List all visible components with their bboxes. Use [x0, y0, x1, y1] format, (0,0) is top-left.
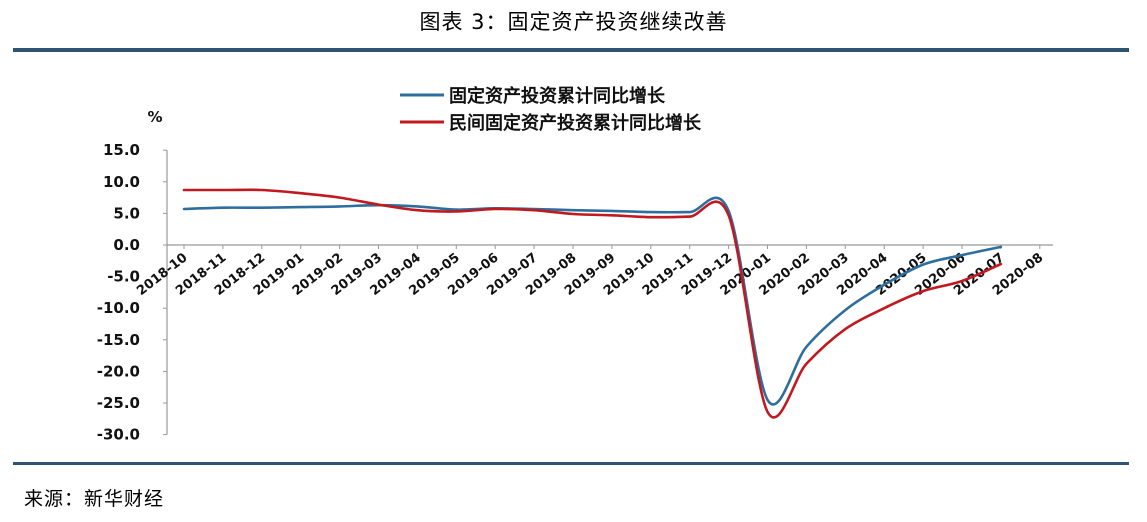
y-tick-label: -25.0	[97, 394, 140, 412]
bottom-rule	[13, 462, 1129, 465]
y-tick-label: -5.0	[107, 268, 140, 286]
y-tick-label: 0.0	[113, 236, 140, 254]
series-line-1	[182, 196, 1003, 406]
y-tick-label: 15.0	[103, 141, 140, 159]
y-tick-label: 5.0	[113, 204, 140, 222]
y-tick-label: -30.0	[97, 426, 140, 444]
y-tick-label: -10.0	[97, 299, 140, 317]
legend-label-2: 民间固定资产投资累计同比增长	[449, 112, 702, 134]
top-rule	[13, 48, 1129, 52]
y-tick-label: -15.0	[97, 331, 140, 349]
legend-label-1: 固定资产投资累计同比增长	[449, 85, 666, 107]
source-note: 来源：新华财经	[24, 488, 165, 510]
y-tick-label: 10.0	[103, 173, 140, 191]
series-line-2	[182, 188, 1003, 419]
y-axis-label: %	[147, 108, 162, 126]
y-tick-label: -20.0	[97, 362, 140, 380]
chart-title: 图表 3：固定资产投资继续改善	[419, 10, 728, 34]
